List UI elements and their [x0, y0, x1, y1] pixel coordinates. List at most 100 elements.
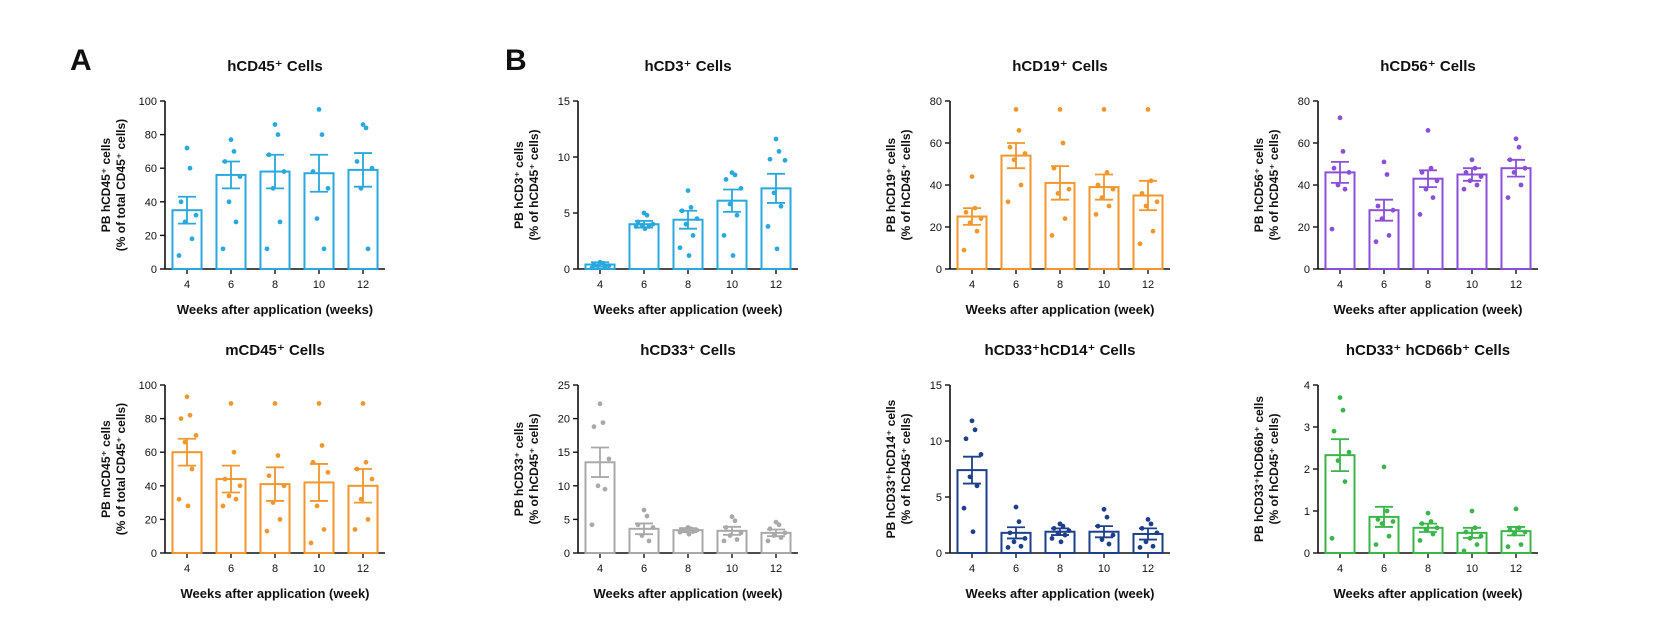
- data-point: [1375, 517, 1381, 522]
- data-point: [1522, 529, 1528, 535]
- chart-title: hCD33⁺hCD14⁺ Cells: [985, 342, 1136, 359]
- y-axis-label: (% of hCD45⁺ cells): [899, 129, 913, 240]
- chart-title: hCD33⁺ hCD66b⁺ Cells: [1346, 342, 1510, 359]
- data-point: [677, 245, 683, 251]
- data-point: [1143, 203, 1149, 209]
- data-point: [369, 165, 375, 171]
- data-point: [639, 222, 645, 228]
- data-point: [281, 169, 287, 174]
- y-tick-label: 80: [1298, 96, 1310, 108]
- data-point: [1516, 525, 1522, 531]
- data-point: [683, 528, 689, 534]
- x-tick-label: 6: [1381, 279, 1387, 291]
- chart-6: hCD33⁺ Cells 0 5 10 15 20 25 PB hCD33⁺ cells (% …: [512, 342, 798, 601]
- data-point: [228, 401, 234, 406]
- y-tick-label: 60: [930, 138, 942, 150]
- data-point: [325, 469, 331, 475]
- data-point: [606, 456, 612, 462]
- data-point: [591, 424, 597, 430]
- data-point: [597, 401, 603, 407]
- chart-2: hCD3⁺ Cells 0 5 10 15 PB hCD3⁺ cells (% of hCD…: [512, 58, 798, 317]
- x-tick-label: 12: [357, 279, 369, 291]
- data-point: [644, 212, 650, 218]
- data-point: [1049, 536, 1055, 541]
- data-point: [1425, 510, 1431, 516]
- chart-4: hCD56⁺ Cells 0 20 40 60 80 PB hCD56⁺ cells (% o…: [1252, 58, 1538, 317]
- data-point: [723, 177, 729, 182]
- x-tick-label: 12: [1510, 279, 1522, 291]
- chart-7: hCD33⁺hCD14⁺ Cells 0 5 10 15 PB hCD33⁺hCD14⁺ …: [884, 342, 1170, 601]
- data-point: [1469, 157, 1475, 163]
- x-tick-label: 4: [184, 563, 190, 575]
- data-point: [277, 219, 283, 225]
- data-point: [642, 226, 648, 232]
- x-tick-label: 8: [1425, 563, 1431, 575]
- data-point: [1346, 170, 1352, 175]
- x-tick-label: 8: [1057, 563, 1063, 575]
- data-point: [1472, 525, 1478, 531]
- data-point: [1007, 144, 1013, 150]
- data-point: [727, 533, 733, 538]
- data-point: [721, 233, 727, 238]
- data-point: [1145, 517, 1151, 522]
- data-point: [639, 533, 645, 538]
- data-point: [773, 136, 779, 142]
- x-tick-label: 12: [1142, 563, 1154, 575]
- y-tick-label: 0: [151, 548, 157, 560]
- data-point: [1137, 545, 1143, 550]
- data-point: [1417, 538, 1423, 543]
- data-point: [1469, 508, 1475, 514]
- data-point: [1373, 542, 1379, 547]
- y-tick-label: 40: [1298, 180, 1310, 192]
- data-point: [1511, 531, 1517, 537]
- data-point: [650, 525, 656, 530]
- chart-title: hCD56⁺ Cells: [1380, 58, 1475, 75]
- data-point: [694, 527, 700, 533]
- y-tick-label: 10: [558, 481, 570, 493]
- data-point: [1007, 530, 1013, 536]
- data-point: [275, 453, 281, 458]
- data-point: [182, 439, 188, 445]
- data-point: [1101, 506, 1107, 512]
- y-axis-label: PB mCD45⁺ cells: [99, 420, 113, 518]
- data-point: [358, 496, 364, 502]
- data-point: [184, 394, 190, 400]
- data-point: [1154, 199, 1160, 205]
- data-point: [363, 459, 369, 465]
- data-point: [231, 449, 237, 455]
- data-point: [189, 466, 195, 472]
- y-axis-label: (% of total CD45⁺ cells): [114, 119, 128, 251]
- x-axis-label: Weeks after application (week): [1333, 586, 1522, 601]
- data-point: [1022, 536, 1028, 541]
- data-point: [314, 216, 320, 222]
- x-tick-label: 10: [1466, 563, 1478, 575]
- x-tick-label: 8: [1057, 279, 1063, 291]
- data-point: [1386, 533, 1392, 539]
- x-tick-label: 8: [272, 563, 278, 575]
- data-point: [1104, 170, 1110, 175]
- data-point: [1428, 165, 1434, 171]
- x-tick-label: 6: [228, 563, 234, 575]
- data-point: [1428, 519, 1434, 524]
- data-point: [237, 483, 243, 489]
- data-point: [1381, 464, 1387, 470]
- y-tick-label: 15: [930, 380, 942, 392]
- data-point: [1106, 203, 1112, 209]
- x-tick-label: 6: [1013, 279, 1019, 291]
- y-tick-label: 60: [145, 447, 157, 459]
- data-point: [970, 529, 976, 535]
- data-point: [1062, 216, 1068, 222]
- data-point: [732, 518, 738, 524]
- data-point: [602, 486, 608, 492]
- data-point: [266, 473, 272, 479]
- data-point: [1390, 207, 1396, 213]
- data-point: [721, 538, 727, 544]
- data-point: [1104, 514, 1110, 520]
- data-point: [774, 246, 780, 252]
- data-point: [732, 172, 738, 178]
- data-point: [325, 185, 331, 191]
- data-point: [1390, 519, 1396, 524]
- chart-5: mCD45⁺ Cells 0 20 40 60 80 100 PB mCD45⁺ cells(…: [99, 342, 385, 601]
- data-point: [635, 219, 641, 225]
- data-point: [1384, 508, 1390, 514]
